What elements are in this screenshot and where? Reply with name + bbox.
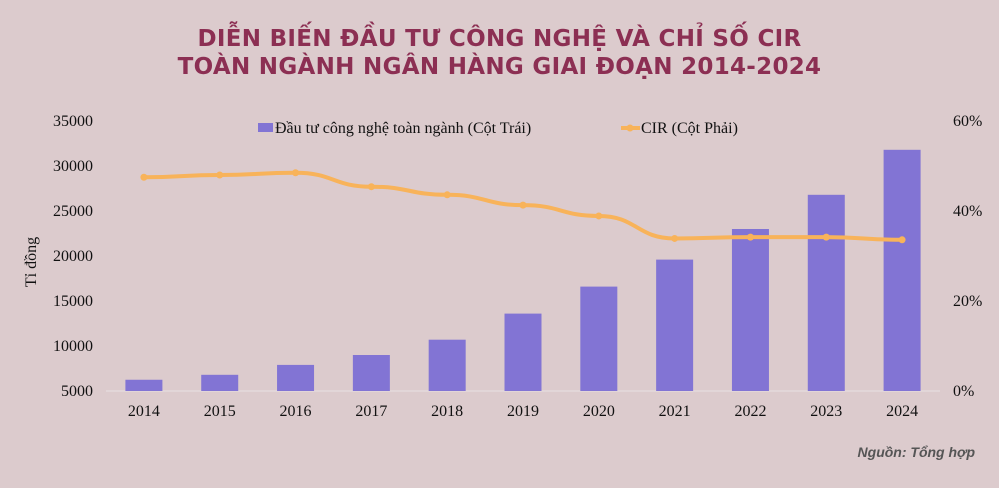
cir-point <box>216 171 224 179</box>
cir-point <box>292 169 300 177</box>
y-tick-label: 10000 <box>53 338 93 355</box>
y-tick-label: 35000 <box>53 113 93 130</box>
y2-tick-label: 20% <box>953 293 982 310</box>
bar <box>277 364 315 391</box>
legend-line-label: CIR (Cột Phải) <box>641 120 738 137</box>
y2-tick-label: 40% <box>953 203 982 220</box>
y-tick-label: 5000 <box>61 383 93 400</box>
y-tick-label: 25000 <box>53 203 93 220</box>
x-tick-label: 2022 <box>734 403 766 420</box>
bar <box>428 339 466 391</box>
x-tick-label: 2024 <box>886 403 918 420</box>
x-tick-label: 2019 <box>507 403 539 420</box>
y-axis-label: Tỉ đồng <box>23 237 40 287</box>
y2-tick-label: 60% <box>953 113 982 130</box>
legend-bar-label: Đầu tư công nghệ toàn ngành (Cột Trái) <box>275 120 531 137</box>
x-tick-label: 2021 <box>659 403 691 420</box>
cir-point <box>595 212 603 220</box>
bar <box>807 194 845 391</box>
bar <box>580 286 618 391</box>
cir-point <box>367 183 375 191</box>
bar <box>201 374 239 391</box>
bar <box>352 355 390 391</box>
chart-subtitle: TOÀN NGÀNH NGÂN HÀNG GIAI ĐOẠN 2014-2024 <box>177 54 822 80</box>
cir-point <box>898 236 906 244</box>
cir-point <box>443 191 451 199</box>
legend-line-marker <box>626 124 634 132</box>
x-tick-label: 2020 <box>583 403 615 420</box>
cir-point <box>140 173 148 181</box>
x-tick-label: 2016 <box>280 403 312 420</box>
x-tick-label: 2017 <box>355 403 387 420</box>
y2-tick-label: 0% <box>953 383 974 400</box>
x-tick-label: 2015 <box>204 403 236 420</box>
y-tick-label: 30000 <box>53 158 93 175</box>
bar <box>504 313 542 391</box>
x-tick-label: 2014 <box>128 403 160 420</box>
x-tick-label: 2018 <box>431 403 463 420</box>
y-tick-label: 20000 <box>53 248 93 265</box>
cir-point <box>822 233 830 241</box>
cir-point <box>671 234 679 242</box>
bar <box>125 379 163 391</box>
x-tick-label: 2023 <box>810 403 842 420</box>
source-note: Nguồn: Tổng hợp <box>857 444 975 460</box>
bar <box>731 229 769 391</box>
cir-point <box>746 233 754 241</box>
bar <box>656 259 694 391</box>
bar <box>883 149 921 391</box>
chart-title: DIỄN BIẾN ĐẦU TƯ CÔNG NGHỆ VÀ CHỈ SỐ CIR <box>197 26 802 52</box>
y-tick-label: 15000 <box>53 293 93 310</box>
legend-bar-swatch <box>258 123 273 132</box>
cir-point <box>519 201 527 209</box>
